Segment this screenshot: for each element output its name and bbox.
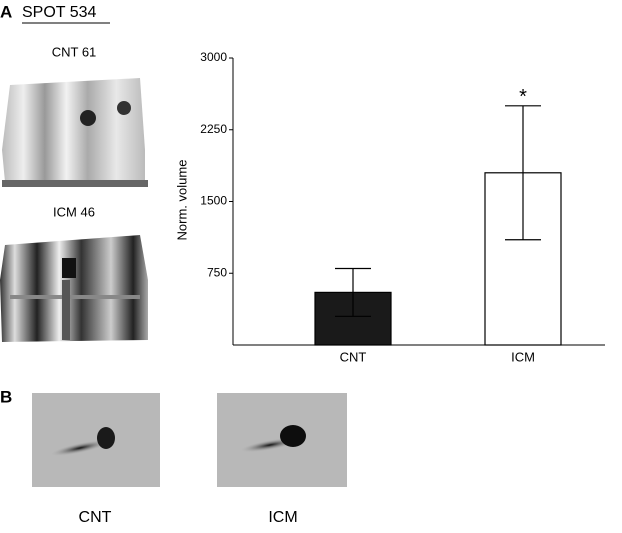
annotation: * [519, 86, 527, 108]
gel-image [217, 393, 347, 487]
y-tick-label: 750 [207, 265, 227, 279]
x-tick-label: CNT [340, 349, 367, 364]
gel-image [32, 393, 160, 487]
y-tick-label: 2250 [200, 122, 227, 136]
x-tick-label: ICM [511, 349, 535, 364]
image-label: ICM [268, 509, 297, 526]
image-label: CNT [79, 509, 112, 526]
y-tick-label: 3000 [200, 50, 227, 64]
y-tick-label: 1500 [200, 194, 227, 208]
image-label: ICM 46 [53, 204, 95, 219]
surface-plot [0, 235, 148, 342]
image-label: CNT 61 [52, 44, 97, 59]
surface-plot [2, 78, 148, 187]
bar-chart: 750 1500 2250 3000 CNT ICM * [200, 50, 605, 364]
panel-label: B [0, 387, 12, 406]
y-axis-label: Norm. volume [174, 160, 189, 241]
panel-label: A [0, 2, 12, 21]
panel-title: SPOT 534 [22, 4, 97, 21]
